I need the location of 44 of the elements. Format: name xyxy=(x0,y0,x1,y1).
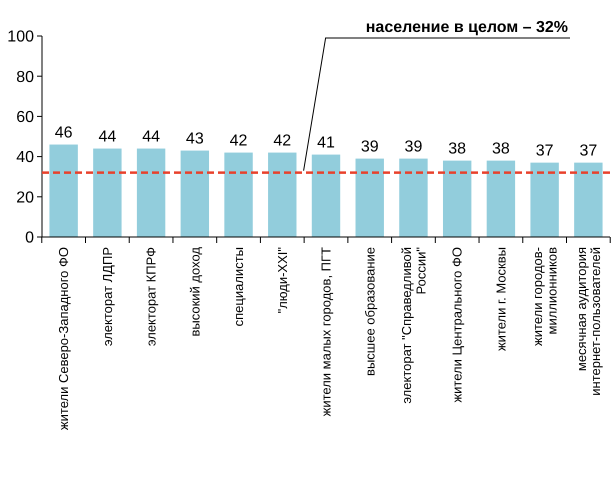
data-label: 37 xyxy=(536,142,554,160)
bar xyxy=(356,158,384,237)
bar xyxy=(530,162,559,237)
y-tick-label: 100 xyxy=(7,28,34,46)
ref-line-label: население в целом – 32% xyxy=(366,19,568,36)
bar xyxy=(136,148,166,237)
x-tick-label: "люди-XXI" xyxy=(274,246,290,314)
x-tick-label: специалисты xyxy=(231,247,246,326)
bar xyxy=(224,152,253,237)
data-label: 37 xyxy=(579,142,598,160)
x-tick-label: жители г. Москвы xyxy=(493,247,508,352)
x-tick-label: электорат ЛДПР xyxy=(100,247,115,346)
data-label: 42 xyxy=(273,132,292,150)
bar xyxy=(399,158,428,237)
bar xyxy=(93,148,122,237)
data-label: 43 xyxy=(186,130,204,148)
bar xyxy=(312,154,340,237)
data-label: 38 xyxy=(492,140,510,158)
bar xyxy=(49,144,78,237)
data-label: 44 xyxy=(98,128,116,146)
x-tick-label: электорат "Справедливой России" xyxy=(399,246,428,404)
x-tick-label: жители малых городов, ПГТ xyxy=(318,246,334,416)
x-tick-label: электорат КПРФ xyxy=(144,246,159,346)
y-tick-label: 0 xyxy=(25,230,34,247)
data-label: 42 xyxy=(230,132,248,150)
data-label: 41 xyxy=(317,134,335,152)
data-label: 39 xyxy=(360,138,379,156)
data-label: 44 xyxy=(142,128,160,146)
x-tick-label: жители Центрального ФО xyxy=(450,247,465,403)
data-label: 38 xyxy=(448,140,466,158)
bar xyxy=(574,162,603,237)
bar xyxy=(268,152,296,237)
x-tick-label: высшее образование xyxy=(362,247,378,376)
x-tick-label: жители Северо-Западного ФО xyxy=(56,247,72,430)
bar xyxy=(486,160,516,237)
y-tick-label: 20 xyxy=(16,189,34,206)
data-label: 39 xyxy=(404,138,422,156)
bar xyxy=(180,150,210,237)
y-tick-label: 80 xyxy=(16,68,34,86)
y-tick-label: 60 xyxy=(16,109,34,126)
y-tick-label: 40 xyxy=(16,149,34,166)
bar xyxy=(442,160,472,237)
data-label: 46 xyxy=(54,124,73,142)
x-tick-label: высокий доход xyxy=(187,246,202,337)
